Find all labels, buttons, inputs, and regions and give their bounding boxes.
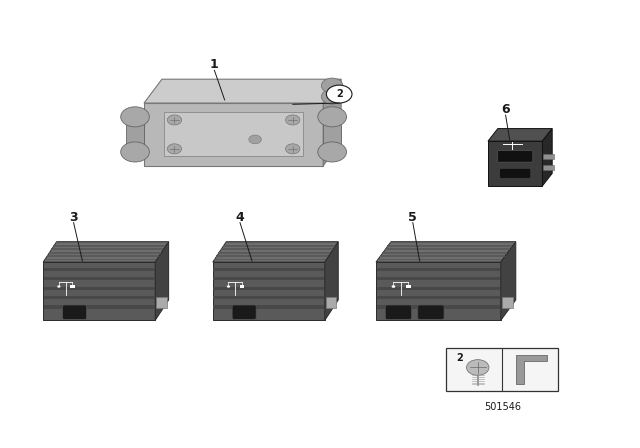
Polygon shape: [223, 245, 335, 247]
Polygon shape: [56, 242, 168, 243]
Circle shape: [321, 78, 343, 93]
Circle shape: [285, 115, 300, 125]
Polygon shape: [380, 255, 504, 257]
Polygon shape: [488, 141, 543, 186]
Text: 501546: 501546: [484, 401, 521, 412]
Polygon shape: [214, 267, 324, 271]
Circle shape: [318, 107, 346, 127]
Polygon shape: [70, 285, 74, 288]
Polygon shape: [212, 242, 339, 262]
Text: 6: 6: [501, 103, 510, 116]
Polygon shape: [543, 165, 554, 170]
Polygon shape: [164, 112, 303, 156]
Polygon shape: [323, 79, 341, 166]
FancyBboxPatch shape: [232, 305, 256, 319]
FancyBboxPatch shape: [447, 349, 559, 391]
FancyBboxPatch shape: [63, 305, 86, 319]
Text: 4: 4: [236, 211, 244, 224]
Circle shape: [321, 89, 343, 104]
Polygon shape: [212, 262, 324, 320]
Circle shape: [121, 142, 149, 162]
Polygon shape: [501, 242, 516, 320]
Text: 2: 2: [456, 353, 463, 363]
Polygon shape: [324, 242, 339, 320]
Polygon shape: [53, 245, 165, 247]
Polygon shape: [516, 355, 547, 384]
Circle shape: [227, 285, 230, 288]
Polygon shape: [144, 79, 341, 103]
Polygon shape: [47, 255, 159, 257]
Text: 2: 2: [336, 89, 342, 99]
Polygon shape: [406, 285, 411, 288]
Polygon shape: [218, 252, 330, 254]
Circle shape: [326, 85, 352, 103]
Polygon shape: [214, 306, 324, 309]
Circle shape: [121, 107, 149, 127]
Polygon shape: [214, 287, 324, 290]
Polygon shape: [155, 242, 169, 320]
Polygon shape: [502, 297, 513, 307]
Polygon shape: [376, 267, 500, 271]
Polygon shape: [382, 252, 507, 254]
Polygon shape: [323, 116, 341, 153]
Polygon shape: [44, 267, 155, 271]
Polygon shape: [44, 306, 155, 309]
Polygon shape: [377, 258, 502, 260]
Polygon shape: [214, 296, 324, 299]
Circle shape: [249, 135, 261, 144]
Circle shape: [167, 115, 182, 125]
Polygon shape: [144, 103, 323, 166]
Polygon shape: [225, 242, 337, 243]
Polygon shape: [126, 116, 144, 153]
Circle shape: [167, 144, 182, 154]
Circle shape: [57, 285, 61, 288]
Polygon shape: [221, 249, 333, 250]
Text: 5: 5: [408, 211, 417, 224]
Circle shape: [285, 144, 300, 154]
Polygon shape: [44, 258, 156, 260]
Polygon shape: [543, 154, 554, 159]
Polygon shape: [543, 129, 552, 186]
Polygon shape: [44, 262, 155, 320]
Text: 3: 3: [69, 211, 78, 224]
FancyBboxPatch shape: [418, 305, 444, 319]
Polygon shape: [49, 252, 161, 254]
Polygon shape: [216, 255, 328, 257]
Polygon shape: [376, 242, 516, 262]
Polygon shape: [385, 249, 509, 250]
Polygon shape: [390, 242, 515, 243]
FancyBboxPatch shape: [498, 151, 533, 162]
Polygon shape: [376, 262, 501, 320]
Polygon shape: [376, 306, 500, 309]
Polygon shape: [488, 129, 552, 141]
Polygon shape: [214, 258, 326, 260]
Circle shape: [392, 285, 396, 288]
FancyBboxPatch shape: [385, 305, 412, 319]
Polygon shape: [387, 245, 512, 247]
Circle shape: [318, 142, 346, 162]
Polygon shape: [376, 296, 500, 299]
Polygon shape: [51, 249, 163, 250]
Polygon shape: [44, 277, 155, 280]
Polygon shape: [44, 242, 169, 262]
Polygon shape: [214, 277, 324, 280]
FancyBboxPatch shape: [500, 168, 531, 178]
Polygon shape: [376, 287, 500, 290]
Text: 1: 1: [210, 58, 219, 72]
Polygon shape: [326, 297, 336, 307]
Polygon shape: [156, 297, 166, 307]
Circle shape: [467, 360, 489, 375]
Polygon shape: [44, 296, 155, 299]
Polygon shape: [44, 287, 155, 290]
Polygon shape: [240, 285, 244, 288]
Polygon shape: [376, 277, 500, 280]
